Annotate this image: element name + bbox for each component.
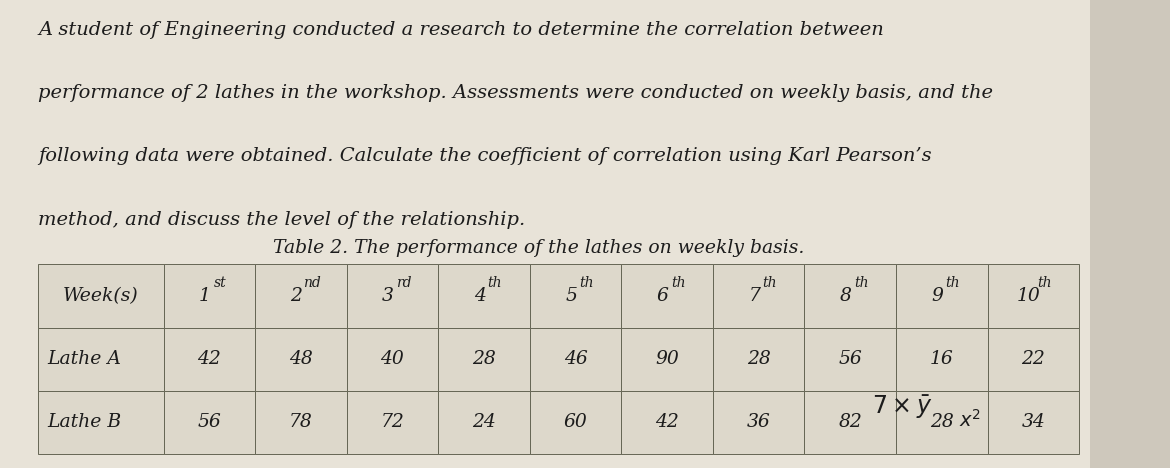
Text: method, and discuss the level of the relationship.: method, and discuss the level of the rel…	[39, 211, 525, 228]
Text: 72: 72	[380, 413, 405, 431]
Text: th: th	[579, 276, 593, 290]
Bar	[896, 391, 987, 454]
Bar	[39, 264, 164, 328]
FancyBboxPatch shape	[0, 0, 1090, 468]
Text: th: th	[670, 276, 686, 290]
Text: 42: 42	[198, 350, 221, 368]
Text: 56: 56	[198, 413, 221, 431]
Text: 90: 90	[655, 350, 679, 368]
Text: 3: 3	[383, 287, 394, 305]
Text: 48: 48	[289, 350, 312, 368]
Bar	[255, 264, 346, 328]
Bar	[713, 328, 805, 391]
Text: 24: 24	[472, 413, 496, 431]
Bar	[346, 264, 439, 328]
Text: 82: 82	[839, 413, 862, 431]
Bar	[346, 328, 439, 391]
Bar	[439, 264, 530, 328]
Bar	[164, 328, 255, 391]
Text: $7 \times \bar{y}$: $7 \times \bar{y}$	[872, 393, 932, 421]
Text: 28: 28	[472, 350, 496, 368]
Text: 22: 22	[1021, 350, 1045, 368]
Bar	[530, 328, 621, 391]
Text: st: st	[214, 276, 227, 290]
Bar	[621, 391, 713, 454]
Text: 28: 28	[930, 413, 954, 431]
Text: nd: nd	[303, 276, 321, 290]
Text: $x^2$: $x^2$	[959, 409, 982, 431]
Text: 60: 60	[564, 413, 587, 431]
Text: A student of Engineering conducted a research to determine the correlation betwe: A student of Engineering conducted a res…	[39, 21, 883, 39]
Bar	[439, 328, 530, 391]
Text: 16: 16	[930, 350, 954, 368]
Text: performance of 2 lathes in the workshop. Assessments were conducted on weekly ba: performance of 2 lathes in the workshop.…	[39, 84, 993, 102]
Bar	[530, 391, 621, 454]
Bar	[896, 328, 987, 391]
Text: 6: 6	[656, 287, 669, 305]
Bar	[713, 264, 805, 328]
Bar	[987, 328, 1079, 391]
Bar	[255, 328, 346, 391]
Text: 34: 34	[1021, 413, 1045, 431]
Text: 4: 4	[474, 287, 486, 305]
Text: following data were obtained. Calculate the coefficient of correlation using Kar: following data were obtained. Calculate …	[39, 147, 931, 165]
Text: 2: 2	[290, 287, 302, 305]
Bar	[164, 391, 255, 454]
Text: rd: rd	[395, 276, 411, 290]
Bar	[439, 391, 530, 454]
Text: 28: 28	[746, 350, 771, 368]
Text: 9: 9	[931, 287, 943, 305]
Bar	[805, 391, 896, 454]
Text: 42: 42	[655, 413, 679, 431]
Bar	[621, 264, 713, 328]
Bar	[987, 264, 1079, 328]
Bar	[987, 391, 1079, 454]
Text: 8: 8	[840, 287, 852, 305]
Text: 5: 5	[565, 287, 577, 305]
Text: 46: 46	[564, 350, 587, 368]
Text: 56: 56	[839, 350, 862, 368]
Bar	[164, 264, 255, 328]
Text: th: th	[945, 276, 959, 290]
Bar	[805, 264, 896, 328]
Bar	[805, 328, 896, 391]
Bar	[896, 264, 987, 328]
Text: 40: 40	[380, 350, 405, 368]
Bar	[39, 328, 164, 391]
Bar	[713, 391, 805, 454]
Bar	[39, 391, 164, 454]
Text: Week(s): Week(s)	[63, 287, 139, 305]
Text: th: th	[488, 276, 502, 290]
Text: th: th	[1037, 276, 1052, 290]
Text: 7: 7	[749, 287, 761, 305]
Bar	[621, 328, 713, 391]
Text: Lathe A: Lathe A	[47, 350, 121, 368]
Bar	[255, 391, 346, 454]
Text: 36: 36	[746, 413, 771, 431]
Text: Lathe B: Lathe B	[47, 413, 121, 431]
Text: 10: 10	[1017, 287, 1041, 305]
Text: Table 2. The performance of the lathes on weekly basis.: Table 2. The performance of the lathes o…	[273, 239, 804, 256]
Text: 1: 1	[199, 287, 211, 305]
Text: th: th	[763, 276, 777, 290]
Bar	[530, 264, 621, 328]
Text: th: th	[854, 276, 868, 290]
Bar	[346, 391, 439, 454]
Text: 78: 78	[289, 413, 312, 431]
